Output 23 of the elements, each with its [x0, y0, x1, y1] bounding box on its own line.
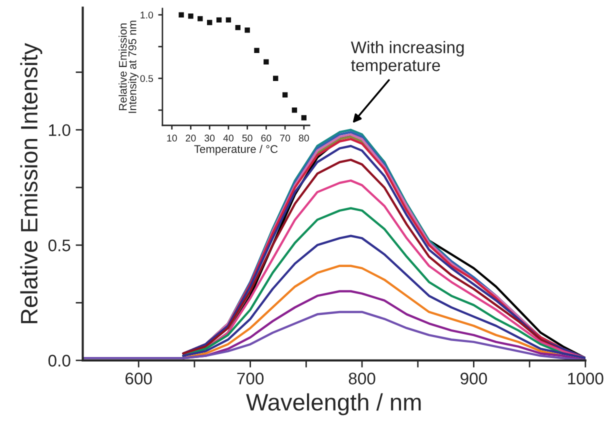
x-axis-title: Wavelength / nm: [246, 393, 421, 416]
x-tick-label: 600: [126, 372, 152, 384]
x-tick-label: 10: [167, 134, 177, 142]
y-tick-label: 0.5: [48, 240, 70, 252]
x-tick-label: 900: [460, 372, 487, 384]
y-tick-label: 0.0: [48, 354, 70, 367]
x-tick-label: 50: [242, 134, 252, 142]
x-tick-label: 1000: [568, 372, 604, 384]
x-tick-label: 40: [223, 134, 234, 142]
x-tick-label: 800: [348, 372, 376, 384]
annotation: With increasing temperature: [350, 41, 464, 75]
y-tick-label: 1.0: [140, 12, 154, 18]
y-axis-title: Relative Emission Intensity at 795 nm: [118, 20, 139, 113]
x-axis-title: Temperature / °C: [194, 144, 278, 156]
x-tick-label: 30: [204, 134, 215, 142]
y-tick-label: 1.0: [49, 124, 70, 136]
y-tick-label: 0.5: [140, 75, 154, 82]
x-tick-label: 20: [186, 134, 196, 142]
x-tick-label: 60: [261, 134, 272, 142]
x-tick-label: 80: [298, 134, 309, 142]
x-tick-label: 70: [280, 134, 290, 142]
x-tick-label: 700: [237, 372, 264, 384]
y-axis-title: Relative Emission Intensity: [20, 42, 42, 324]
